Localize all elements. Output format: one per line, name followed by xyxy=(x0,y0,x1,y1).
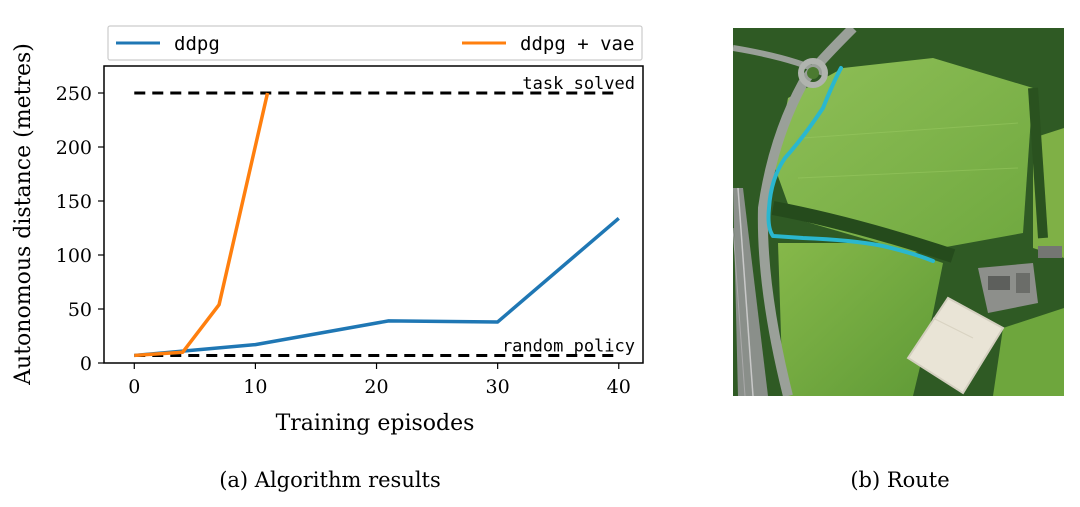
y-axis-label: Autonomous distance (metres) xyxy=(11,43,36,386)
series-lines xyxy=(134,92,620,358)
plot-area xyxy=(103,65,644,364)
legend-label-ddpg: ddpg xyxy=(174,33,220,55)
axis-ticks: 0 10 20 30 40 0 50 100 150 200 250 xyxy=(56,83,631,398)
field xyxy=(778,243,943,396)
caption-right: (b) Route xyxy=(850,468,950,492)
y-tick-label: 250 xyxy=(56,83,92,105)
x-tick-label: 30 xyxy=(486,376,510,398)
x-tick-label: 10 xyxy=(243,376,267,398)
caption-left: (a) Algorithm results xyxy=(219,468,441,492)
y-tick-label: 50 xyxy=(68,299,92,321)
roundabout xyxy=(798,58,828,88)
riding-arena xyxy=(906,296,1005,395)
legend-box xyxy=(107,25,643,61)
route-path xyxy=(766,66,935,263)
x-tick-label: 20 xyxy=(364,376,388,398)
legend-label-ddpg-vae: ddpg + vae xyxy=(520,33,634,55)
y-tick-label: 200 xyxy=(56,137,92,159)
y-tick-label: 100 xyxy=(56,245,92,267)
y-tick-label: 0 xyxy=(80,353,92,375)
series-line xyxy=(134,92,270,358)
x-tick-label: 40 xyxy=(607,376,631,398)
route-aerial-image xyxy=(733,28,1064,396)
y-tick-label: 150 xyxy=(56,191,92,213)
series-line xyxy=(134,216,620,358)
x-tick-label: 0 xyxy=(128,376,140,398)
field xyxy=(775,58,1033,253)
reference-lines: task solved random policy xyxy=(134,74,635,357)
reference-line-label: random policy xyxy=(502,336,635,356)
reference-line-label: task solved xyxy=(522,74,635,94)
x-axis-label: Training episodes xyxy=(276,411,475,436)
